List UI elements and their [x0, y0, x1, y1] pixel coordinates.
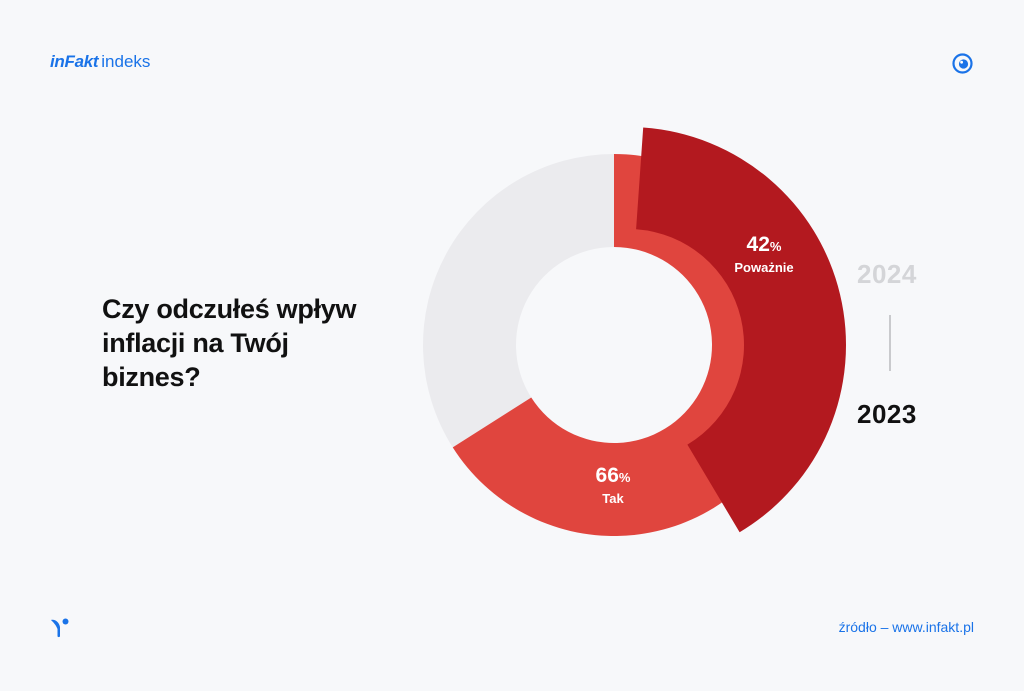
- unit-tak: %: [619, 470, 631, 485]
- value-label-powaznie: 42%: [747, 233, 782, 256]
- source-link[interactable]: źródło – www.infakt.pl: [838, 619, 974, 635]
- value-tak: 66: [596, 464, 619, 487]
- brand-logo: inFakt indeks: [50, 52, 150, 72]
- slice-rest: [423, 154, 614, 448]
- eye-icon: [952, 53, 973, 74]
- year-option-2023[interactable]: 2023: [857, 399, 917, 429]
- brand-name: inFakt: [50, 52, 99, 71]
- slice-powaznie: [636, 127, 846, 533]
- category-label-tak: Tak: [602, 491, 624, 506]
- value-powaznie: 42: [747, 233, 770, 256]
- value-label-tak: 66%: [596, 464, 631, 487]
- year-option-2024[interactable]: 2024: [857, 259, 917, 289]
- brand-suffix: indeks: [101, 52, 151, 71]
- question-title: Czy odczułeś wpływ inflacji na Twój bizn…: [102, 294, 357, 392]
- year-divider: [889, 315, 891, 371]
- category-label-powaznie: Poważnie: [734, 260, 793, 275]
- unit-powaznie: %: [770, 239, 782, 254]
- bird-logo-icon: [51, 618, 69, 638]
